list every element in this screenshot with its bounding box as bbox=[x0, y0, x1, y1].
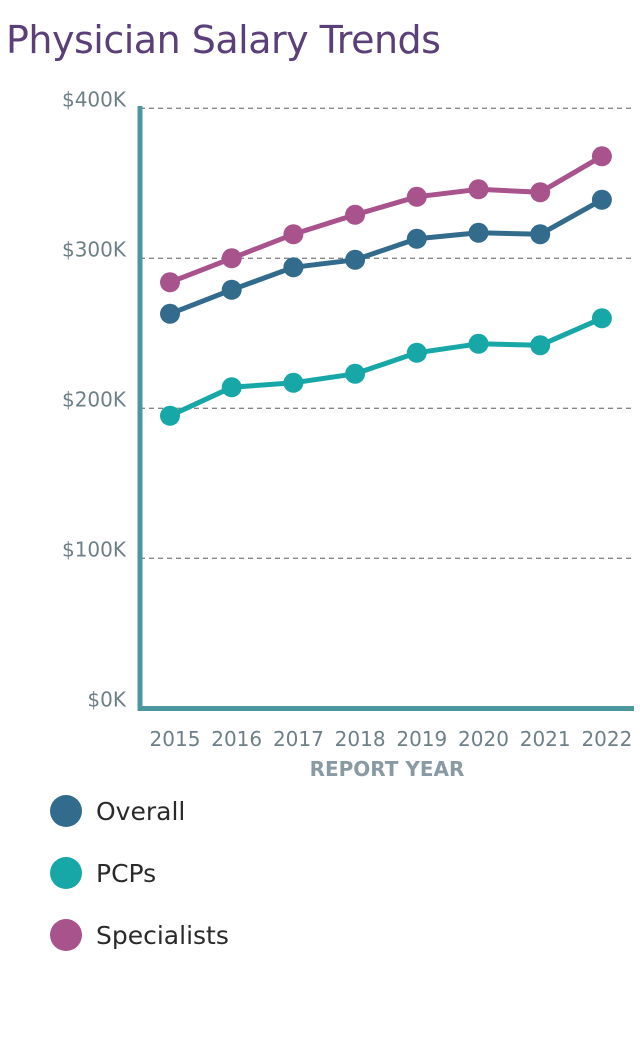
data-point-specialists bbox=[345, 204, 366, 225]
legend-swatch bbox=[50, 919, 82, 951]
series-line-specialists bbox=[169, 154, 604, 285]
data-point-pcps bbox=[283, 372, 304, 393]
data-point-pcps bbox=[160, 405, 180, 426]
data-point-specialists bbox=[160, 272, 180, 293]
data-point-overall bbox=[283, 257, 304, 278]
chart-title: Physician Salary Trends bbox=[6, 18, 441, 62]
x-tick-label: 2022 bbox=[581, 727, 632, 751]
data-point-specialists bbox=[406, 186, 427, 207]
x-tick-label: 2020 bbox=[458, 727, 509, 751]
legend-item-overall: Overall bbox=[50, 795, 229, 827]
data-point-overall bbox=[530, 224, 551, 245]
legend-swatch bbox=[50, 795, 82, 827]
y-tick-label: $0K bbox=[87, 687, 126, 711]
x-axis-title: REPORT YEAR bbox=[310, 757, 465, 781]
legend-label: Overall bbox=[96, 796, 186, 826]
data-point-specialists bbox=[591, 146, 612, 167]
legend: Overall PCPs Specialists bbox=[50, 795, 229, 981]
series-line-pcps bbox=[168, 316, 603, 419]
y-tick-label: $300K bbox=[62, 237, 127, 261]
data-point-overall bbox=[468, 222, 489, 243]
y-tick-label: $400K bbox=[62, 87, 127, 111]
data-point-specialists bbox=[221, 248, 242, 269]
x-tick-label: 2019 bbox=[396, 727, 447, 751]
data-point-pcps bbox=[406, 342, 427, 363]
data-point-pcps bbox=[591, 308, 612, 329]
data-point-overall bbox=[160, 303, 180, 324]
data-point-overall bbox=[221, 279, 242, 300]
line-chart: $0K $100K $200K $300K $400K 2015 2016 2017 2018 2… bbox=[62, 87, 634, 781]
legend-item-specialists: Specialists bbox=[50, 919, 229, 951]
x-tick-label: 2021 bbox=[520, 727, 571, 751]
data-point-overall bbox=[345, 249, 366, 270]
data-point-pcps bbox=[530, 335, 551, 356]
data-point-overall bbox=[406, 228, 427, 249]
x-tick-label: 2017 bbox=[273, 727, 324, 751]
data-point-specialists bbox=[530, 182, 551, 203]
x-tick-label: 2016 bbox=[211, 727, 262, 751]
data-point-specialists bbox=[283, 224, 304, 245]
x-tick-label: 2018 bbox=[335, 727, 386, 751]
legend-item-pcps: PCPs bbox=[50, 857, 229, 889]
y-tick-label: $200K bbox=[62, 387, 127, 411]
series-line-overall bbox=[169, 197, 604, 317]
legend-label: Specialists bbox=[96, 920, 229, 950]
data-point-specialists bbox=[468, 179, 489, 200]
legend-swatch bbox=[50, 857, 82, 889]
y-tick-label: $100K bbox=[62, 537, 127, 561]
data-point-overall bbox=[591, 189, 612, 210]
data-point-pcps bbox=[221, 377, 242, 398]
data-point-pcps bbox=[468, 333, 489, 354]
legend-label: PCPs bbox=[96, 858, 157, 888]
x-tick-label: 2015 bbox=[150, 727, 201, 751]
data-point-pcps bbox=[345, 363, 366, 384]
